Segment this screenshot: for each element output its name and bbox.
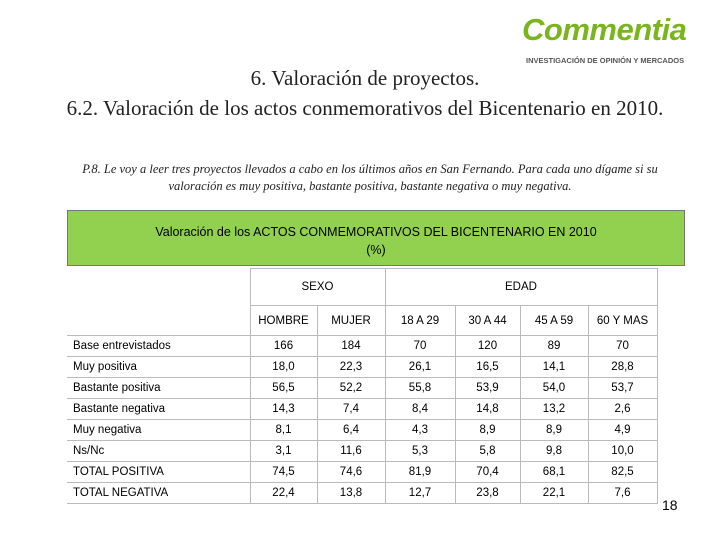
- cell: 68,1: [519, 461, 589, 483]
- cell: 10,0: [587, 440, 658, 462]
- row-label: Ns/Nc: [67, 440, 251, 462]
- table-row: TOTAL NEGATIVA 22,4 13,8 12,7 23,8 22,1 7,6: [67, 482, 658, 504]
- page-number: 18: [662, 497, 678, 513]
- cell: 14,1: [519, 356, 589, 378]
- table-row: Bastante negativa 14,3 7,4 8,4 14,8 13,2 2,6: [67, 398, 658, 420]
- cell: 22,1: [519, 482, 589, 504]
- group-header: SEXO: [249, 268, 386, 306]
- table-row: Muy negativa 8,1 6,4 4,3 8,9 8,9 4,9: [67, 419, 658, 441]
- cell: 4,9: [587, 419, 658, 441]
- cell: 14,3: [249, 398, 318, 420]
- column-header: 60 Y MAS: [587, 305, 658, 336]
- cell: 14,8: [454, 398, 521, 420]
- logo-tagline: INVESTIGACIÓN DE OPINIÓN Y MERCADOS: [526, 56, 685, 65]
- cell: 4,3: [384, 419, 456, 441]
- cell: 11,6: [316, 440, 386, 462]
- row-label: Bastante negativa: [67, 398, 251, 420]
- cell: 74,6: [316, 461, 386, 483]
- row-label: TOTAL POSITIVA: [67, 461, 251, 483]
- row-label: Bastante positiva: [67, 377, 251, 399]
- cell: 8,1: [249, 419, 318, 441]
- subtitle: 6.2. Valoración de los actos conmemorati…: [66, 96, 664, 120]
- cell: 70,4: [454, 461, 521, 483]
- row-label: Base entrevistados: [67, 335, 251, 357]
- cell: 81,9: [384, 461, 456, 483]
- column-header-row: HOMBRE MUJER 18 A 29 30 A 44 45 A 59 60 Y MAS: [67, 305, 658, 336]
- cell: 52,2: [316, 377, 386, 399]
- caption-unit: (%): [366, 243, 386, 257]
- cell: 12,7: [384, 482, 456, 504]
- data-table: SEXO EDAD HOMBRE MUJER 18 A 29 30 A 44 45 A 59…: [67, 268, 658, 504]
- column-header: HOMBRE: [249, 305, 318, 336]
- table-row: Ns/Nc 3,1 11,6 5,3 5,8 9,8 10,0: [67, 440, 658, 462]
- table-row: Base entrevistados 166 184 70 120 89 70: [67, 335, 658, 357]
- cell: 13,2: [519, 398, 589, 420]
- group-header-row: SEXO EDAD: [67, 268, 658, 306]
- question: P.8. Le voy a leer tres proyectos llevad…: [82, 162, 658, 193]
- cell: 54,0: [519, 377, 589, 399]
- caption-text: Valoración de los ACTOS CONMEMORATIVOS D…: [155, 225, 597, 239]
- cell: 7,4: [316, 398, 386, 420]
- cell: 120: [454, 335, 521, 357]
- cell: 22,3: [316, 356, 386, 378]
- cell: 184: [316, 335, 386, 357]
- title: 6. Valoración de proyectos.: [250, 66, 480, 90]
- cell: 82,5: [587, 461, 658, 483]
- row-label: TOTAL NEGATIVA: [67, 482, 251, 504]
- cell: 5,8: [454, 440, 521, 462]
- cell: 9,8: [519, 440, 589, 462]
- cell: 53,9: [454, 377, 521, 399]
- cell: 8,9: [454, 419, 521, 441]
- table-row: Bastante positiva 56,5 52,2 55,8 53,9 54,0 53,…: [67, 377, 658, 399]
- cell: 22,4: [249, 482, 318, 504]
- table-row: TOTAL POSITIVA 74,5 74,6 81,9 70,4 68,1 82,5: [67, 461, 658, 483]
- cell: 2,6: [587, 398, 658, 420]
- cell: 70: [587, 335, 658, 357]
- cell: 13,8: [316, 482, 386, 504]
- cell: 8,4: [384, 398, 456, 420]
- cell: 26,1: [384, 356, 456, 378]
- cell: 166: [249, 335, 318, 357]
- cell: 28,8: [587, 356, 658, 378]
- logo: Commentia: [522, 12, 687, 47]
- cell: 53,7: [587, 377, 658, 399]
- cell: 16,5: [454, 356, 521, 378]
- column-header: 45 A 59: [519, 305, 589, 336]
- table-caption: Valoración de los ACTOS CONMEMORATIVOS D…: [67, 210, 685, 266]
- cell: 70: [384, 335, 456, 357]
- row-label: Muy negativa: [67, 419, 251, 441]
- cell: 18,0: [249, 356, 318, 378]
- cell: 7,6: [587, 482, 658, 504]
- cell: 5,3: [384, 440, 456, 462]
- column-header: 30 A 44: [454, 305, 521, 336]
- cell: 23,8: [454, 482, 521, 504]
- cell: 89: [519, 335, 589, 357]
- cell: 56,5: [249, 377, 318, 399]
- group-header: EDAD: [384, 268, 658, 306]
- column-header: MUJER: [316, 305, 386, 336]
- blank-cell: [67, 306, 250, 336]
- row-label: Muy positiva: [67, 356, 251, 378]
- cell: 55,8: [384, 377, 456, 399]
- cell: 6,4: [316, 419, 386, 441]
- cell: 8,9: [519, 419, 589, 441]
- cell: 3,1: [249, 440, 318, 462]
- column-header: 18 A 29: [384, 305, 456, 336]
- cell: 74,5: [249, 461, 318, 483]
- blank-cell: [67, 269, 250, 306]
- table-row: Muy positiva 18,0 22,3 26,1 16,5 14,1 28,8: [67, 356, 658, 378]
